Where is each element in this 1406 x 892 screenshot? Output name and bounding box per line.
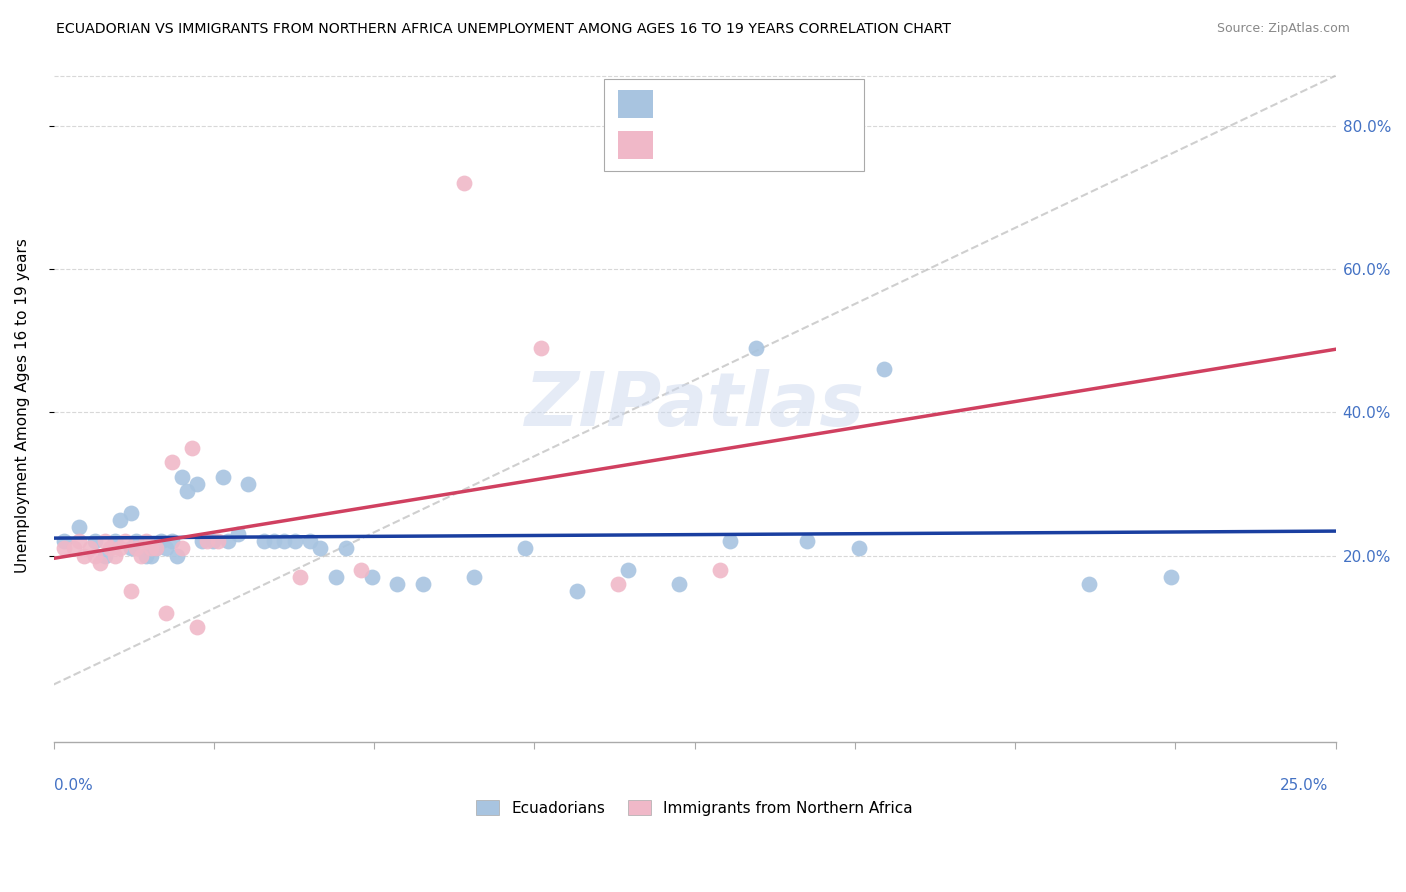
Point (135, 534, 157, 549)
Point (160, 455, 183, 469)
Point (114, 534, 136, 549)
Text: 48: 48 (763, 96, 785, 112)
Point (73, 549, 96, 563)
Point (335, 541, 357, 556)
Point (67, 534, 90, 549)
Point (263, 534, 285, 549)
Point (181, 441, 204, 455)
Point (150, 534, 173, 549)
Point (350, 563, 373, 577)
Point (98, 541, 121, 556)
Point (211, 470, 233, 484)
Point (170, 541, 193, 556)
Point (79, 541, 101, 556)
Point (139, 541, 162, 556)
Point (120, 541, 142, 556)
Text: R =: R = (658, 138, 690, 153)
Point (83, 534, 105, 549)
Point (160, 534, 183, 549)
Point (253, 534, 276, 549)
Point (238, 477, 260, 491)
Point (94, 534, 117, 549)
Point (360, 570, 382, 584)
Point (385, 577, 408, 591)
Point (197, 534, 219, 549)
Point (52, 534, 75, 549)
Point (606, 577, 628, 591)
Point (83, 549, 105, 563)
Point (309, 541, 332, 556)
Point (104, 549, 127, 563)
Point (52, 541, 75, 556)
Text: 0.483: 0.483 (685, 138, 733, 153)
Point (110, 513, 132, 527)
Point (129, 549, 152, 563)
Point (273, 534, 295, 549)
Legend: Ecuadorians, Immigrants from Northern Africa: Ecuadorians, Immigrants from Northern Af… (470, 794, 920, 822)
Point (145, 541, 167, 556)
Point (186, 620, 208, 634)
Point (453, 176, 475, 190)
Point (155, 606, 177, 620)
Point (67, 520, 90, 534)
Point (848, 541, 870, 556)
Text: 25.0%: 25.0% (1279, 778, 1329, 792)
Point (124, 541, 146, 556)
Point (298, 534, 321, 549)
Point (89, 556, 111, 570)
Point (745, 341, 768, 355)
Point (63, 541, 86, 556)
Point (135, 549, 157, 563)
Text: -0.038: -0.038 (685, 96, 740, 112)
Point (207, 534, 229, 549)
Point (139, 549, 162, 563)
Point (170, 470, 193, 484)
Point (288, 570, 311, 584)
Point (120, 506, 142, 520)
Point (565, 584, 588, 599)
Point (94, 549, 117, 563)
Text: 0.0%: 0.0% (53, 778, 93, 792)
Point (796, 534, 818, 549)
Point (720, 534, 742, 549)
Text: R =: R = (658, 96, 690, 112)
Point (104, 534, 127, 549)
Point (226, 527, 249, 541)
Text: N =: N = (738, 96, 772, 112)
Point (668, 577, 690, 591)
Text: ECUADORIAN VS IMMIGRANTS FROM NORTHERN AFRICA UNEMPLOYMENT AMONG AGES 16 TO 19 Y: ECUADORIAN VS IMMIGRANTS FROM NORTHERN A… (56, 22, 952, 37)
Point (176, 484, 198, 499)
Point (166, 549, 188, 563)
Point (284, 534, 307, 549)
Point (155, 541, 177, 556)
Point (191, 534, 214, 549)
Text: Source: ZipAtlas.com: Source: ZipAtlas.com (1216, 22, 1350, 36)
Point (1160, 570, 1182, 584)
Point (110, 541, 132, 556)
Y-axis label: Unemployment Among Ages 16 to 19 years: Unemployment Among Ages 16 to 19 years (15, 238, 30, 573)
Point (217, 534, 239, 549)
Point (201, 534, 224, 549)
Point (124, 534, 146, 549)
Point (412, 577, 434, 591)
Text: N =: N = (738, 138, 772, 153)
Point (325, 570, 347, 584)
Point (515, 541, 537, 556)
Point (709, 563, 731, 577)
Point (120, 584, 142, 599)
Point (530, 341, 553, 355)
Text: ZIPatlas: ZIPatlas (524, 368, 865, 442)
Point (1078, 577, 1101, 591)
Point (617, 563, 640, 577)
Point (873, 362, 896, 376)
Text: 31: 31 (763, 138, 785, 153)
Point (463, 570, 485, 584)
Point (186, 477, 208, 491)
Point (145, 541, 167, 556)
